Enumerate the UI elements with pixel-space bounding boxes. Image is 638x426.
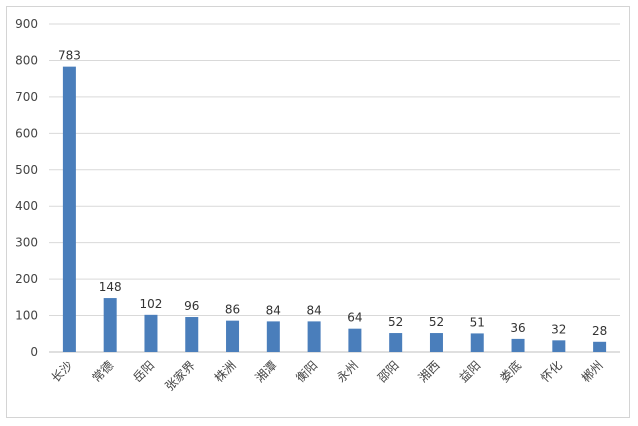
- y-tick-label: 800: [15, 53, 38, 67]
- bar: [552, 340, 566, 352]
- wechat-icon: [444, 383, 466, 400]
- watermark-text: 湖南省旅游饭店协会: [482, 383, 599, 399]
- watermark: 湖南省旅游饭店协会: [444, 383, 599, 400]
- bar: [470, 333, 484, 352]
- data-label: 783: [58, 49, 81, 63]
- y-tick-label: 600: [15, 126, 38, 140]
- y-tick-label: 100: [15, 309, 38, 323]
- y-tick-label: 200: [15, 272, 38, 286]
- bar: [389, 333, 403, 352]
- x-tick-label: 邵阳: [375, 358, 402, 385]
- data-label: 52: [388, 315, 403, 329]
- data-label: 52: [429, 315, 444, 329]
- gridlines: [49, 23, 620, 353]
- bar: [307, 321, 321, 352]
- data-label: 102: [140, 297, 163, 311]
- x-tick-label: 益阳: [456, 358, 483, 385]
- x-tick-label: 岳阳: [130, 358, 157, 385]
- data-label: 96: [184, 299, 199, 313]
- x-tick-label: 张家界: [162, 358, 198, 394]
- x-tick-label: 湘潭: [252, 358, 280, 386]
- bars: [62, 66, 607, 352]
- data-label: 32: [551, 322, 566, 336]
- y-axis: 0 100 200 300 400 500 600 700 800 900: [15, 17, 38, 359]
- bar: [429, 333, 443, 352]
- x-tick-label: 长沙: [49, 358, 76, 385]
- x-tick-label: 娄底: [497, 358, 525, 386]
- y-tick-label: 900: [15, 17, 38, 31]
- y-tick-label: 300: [15, 236, 38, 250]
- bar: [348, 328, 362, 352]
- data-label: 51: [470, 315, 485, 329]
- bar: [226, 320, 240, 352]
- data-label: 36: [510, 321, 525, 335]
- bar: [593, 341, 607, 352]
- bar: [511, 338, 525, 352]
- data-label: 84: [266, 303, 281, 317]
- data-label: 148: [99, 280, 122, 294]
- data-label: 64: [347, 311, 362, 325]
- bar: [185, 317, 199, 352]
- data-label: 86: [225, 303, 240, 317]
- y-tick-label: 400: [15, 199, 38, 213]
- data-label: 84: [306, 303, 321, 317]
- x-tick-label: 常德: [89, 358, 117, 386]
- y-tick-label: 0: [30, 345, 38, 359]
- x-tick-label: 株洲: [211, 358, 239, 386]
- bar: [266, 321, 280, 352]
- bar: [103, 298, 117, 352]
- y-tick-label: 500: [15, 163, 38, 177]
- x-tick-label: 永州: [334, 358, 361, 385]
- x-tick-label: 湘西: [415, 358, 443, 386]
- x-tick-label: 衡阳: [293, 358, 320, 385]
- bar: [62, 66, 76, 352]
- y-tick-label: 700: [15, 90, 38, 104]
- data-label: 28: [592, 324, 607, 338]
- bar: [144, 314, 158, 352]
- x-tick-label: 怀化: [538, 358, 565, 385]
- data-labels: 783 148 102 96 86 84 84 64 52 52 51 36 32 28: [58, 49, 607, 338]
- x-tick-label: 郴州: [579, 358, 606, 385]
